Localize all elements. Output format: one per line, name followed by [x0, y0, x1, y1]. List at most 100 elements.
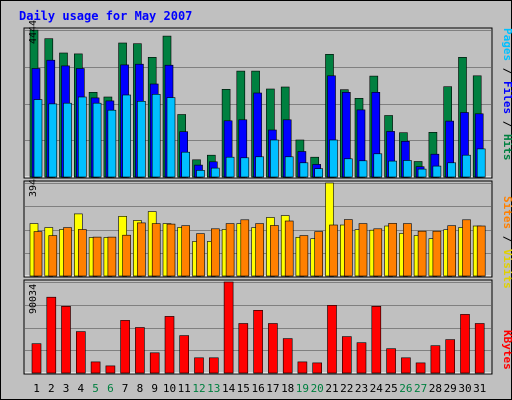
sites-bar [299, 235, 309, 277]
sites-bar [63, 227, 72, 277]
day-label: 31 [473, 382, 486, 395]
day-label: 27 [414, 382, 427, 395]
legend-pages: Pages [501, 28, 512, 61]
svg-text:Sites / Visits: Sites / Visits [501, 196, 512, 289]
day-label: 1 [33, 382, 40, 395]
legend-kbytes: KBytes [501, 330, 512, 370]
day-label: 22 [340, 382, 353, 395]
kbytes-bar [356, 342, 367, 374]
pages-bar [476, 148, 486, 178]
day-label: 29 [444, 382, 457, 395]
day-label: 17 [266, 382, 279, 395]
pages-bar [314, 168, 324, 178]
pages-bar [299, 162, 309, 178]
sites-bar [476, 225, 486, 277]
pages-bar [122, 94, 131, 178]
sites-bar [270, 225, 279, 277]
pages-bar [373, 153, 383, 178]
kbytes-bar [297, 361, 308, 374]
kbytes-bar [268, 323, 278, 374]
kbytes-bar [223, 281, 234, 374]
day-label: 28 [429, 382, 442, 395]
svg-text:Pages / Files / Hits: Pages / Files / Hits [501, 28, 512, 161]
day-label: 18 [281, 382, 294, 395]
pages-bar [240, 157, 250, 178]
sites-bar [196, 233, 205, 277]
kbytes-bar [401, 357, 411, 374]
day-label: 30 [458, 382, 471, 395]
sites-bar [462, 219, 471, 277]
pages-bar [284, 156, 294, 178]
hits-panel-axis-legend: Pages / Files / Hits [501, 28, 512, 161]
bars [29, 29, 486, 374]
kbytes-bar [149, 352, 160, 374]
pages-bar [329, 139, 338, 178]
kbytes-bar [282, 338, 293, 374]
day-label: 10 [163, 382, 176, 395]
legend-files: Files [501, 81, 512, 114]
kbytes-bar [120, 320, 130, 374]
sites-bar [373, 228, 383, 277]
day-label: 25 [384, 382, 397, 395]
kbytes-bar [135, 327, 145, 374]
sites-bar [92, 236, 102, 277]
pages-bar [107, 109, 117, 178]
sites-bar [388, 223, 397, 277]
sites-bar [255, 223, 264, 277]
sites-bar [358, 223, 368, 277]
pages-bar [388, 160, 397, 178]
kbytes-panel-ymax-label: 90034 [28, 284, 39, 314]
kbytes-bar [460, 314, 470, 374]
day-label: 15 [237, 382, 250, 395]
day-label: 24 [370, 382, 384, 395]
pages-bar [196, 170, 205, 178]
sites-bar [447, 225, 457, 277]
kbytes-bar [371, 305, 382, 374]
day-label: 5 [92, 382, 99, 395]
kbytes-panel-axis-legend: KBytes [501, 330, 512, 370]
sites-bar [181, 225, 190, 277]
pages-bar [211, 167, 220, 178]
kbytes-bar [415, 362, 426, 374]
sites-bar [48, 235, 58, 277]
sites-bar [329, 224, 338, 277]
kbytes-bar [341, 336, 352, 374]
sites-bar [33, 231, 43, 277]
chart-title: Daily usage for May 2007 [19, 9, 192, 23]
pages-bar [432, 165, 442, 178]
legend-visits: Visits [501, 249, 512, 289]
kbytes-bar [105, 365, 116, 374]
day-label: 2 [48, 382, 55, 395]
pages-bar [358, 160, 368, 178]
x-axis-day-labels: 1 2 3 4 5 6 7 8 9 10 11 12 13 14 15 16 17 18 19 20 21 22 23 24 2… [33, 382, 486, 395]
day-label: 21 [325, 382, 338, 395]
pages-bar [63, 102, 72, 178]
legend-sites: Sites [501, 196, 512, 229]
kbytes-bar [164, 316, 175, 374]
pages-bar [33, 99, 43, 178]
day-label: 19 [296, 382, 309, 395]
kbytes-bar [445, 339, 456, 374]
sites-bar [314, 231, 324, 277]
kbytes-bar [194, 357, 204, 374]
kbytes-bar [238, 323, 249, 374]
sites-bar [78, 229, 87, 277]
legend-hits: Hits [501, 134, 512, 161]
kbytes-bar [31, 343, 42, 374]
pages-bar [225, 156, 235, 178]
kbytes-bar [386, 348, 396, 374]
kbytes-bar [61, 305, 71, 374]
pages-bar [78, 96, 87, 178]
pages-bar [92, 102, 102, 178]
day-label: 8 [137, 382, 144, 395]
kbytes-bar [253, 309, 263, 374]
day-label: 23 [355, 382, 368, 395]
pages-bar [343, 158, 353, 178]
pages-bar [417, 168, 427, 178]
day-label: 7 [122, 382, 129, 395]
pages-bar [270, 139, 279, 178]
kbytes-bar [179, 335, 189, 374]
day-label: 12 [192, 382, 205, 395]
day-label: 16 [251, 382, 264, 395]
